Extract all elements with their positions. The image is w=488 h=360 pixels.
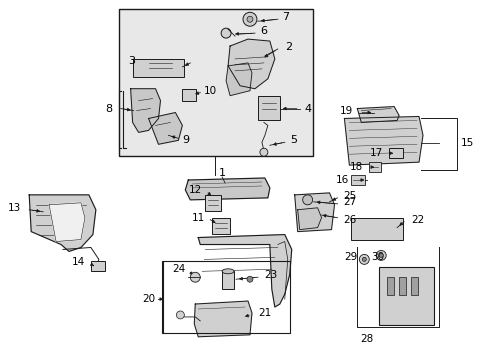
Text: 24: 24	[172, 264, 185, 274]
Text: 28: 28	[360, 334, 373, 344]
Text: 17: 17	[369, 148, 383, 158]
Bar	[119, 9, 312, 156]
Bar	[379, 267, 433, 325]
Bar	[132, 59, 184, 77]
Circle shape	[190, 272, 200, 282]
Polygon shape	[198, 235, 291, 307]
Text: 13: 13	[8, 203, 21, 213]
Text: 21: 21	[257, 308, 271, 318]
Text: 22: 22	[410, 215, 424, 225]
Text: 16: 16	[335, 175, 349, 185]
Circle shape	[359, 255, 368, 264]
Text: 12: 12	[188, 185, 202, 195]
Text: 14: 14	[72, 257, 85, 267]
Polygon shape	[49, 203, 85, 242]
Text: 15: 15	[460, 138, 473, 148]
Text: 3: 3	[128, 56, 135, 66]
Circle shape	[302, 195, 312, 205]
Circle shape	[176, 311, 184, 319]
Ellipse shape	[222, 269, 234, 274]
Bar	[398, 277, 405, 295]
Circle shape	[379, 253, 383, 257]
Circle shape	[260, 148, 267, 156]
Bar	[212, 218, 230, 234]
Text: 26: 26	[343, 215, 356, 225]
Text: 5: 5	[289, 135, 296, 145]
Circle shape	[246, 276, 252, 282]
Circle shape	[246, 16, 252, 22]
Circle shape	[243, 12, 256, 26]
Text: 4: 4	[304, 104, 311, 113]
Text: 9: 9	[182, 135, 189, 145]
Text: 23: 23	[264, 270, 277, 280]
Polygon shape	[130, 89, 160, 132]
Text: 11: 11	[192, 213, 205, 223]
Text: 19: 19	[340, 105, 353, 116]
Bar	[368, 162, 381, 172]
Text: 8: 8	[105, 104, 113, 113]
Bar	[386, 277, 393, 295]
Text: 25: 25	[343, 191, 356, 201]
Text: 27: 27	[343, 197, 356, 207]
Circle shape	[375, 251, 386, 260]
Bar	[351, 218, 402, 239]
Text: 20: 20	[142, 294, 155, 304]
Polygon shape	[185, 178, 269, 200]
Polygon shape	[148, 113, 182, 144]
Polygon shape	[29, 195, 96, 251]
Polygon shape	[227, 39, 274, 89]
Polygon shape	[194, 301, 251, 337]
Bar	[388, 148, 402, 158]
Polygon shape	[344, 117, 422, 165]
Bar	[162, 261, 289, 333]
Text: 29: 29	[344, 252, 357, 262]
Text: 1: 1	[218, 168, 225, 178]
Bar	[91, 261, 104, 271]
Bar	[351, 175, 365, 185]
Bar	[222, 271, 234, 289]
Polygon shape	[225, 63, 251, 96]
Polygon shape	[294, 193, 334, 231]
Circle shape	[362, 257, 366, 261]
Text: 18: 18	[349, 162, 363, 172]
Text: 10: 10	[204, 86, 217, 96]
Bar	[182, 89, 196, 100]
Circle shape	[221, 28, 231, 38]
Text: 30: 30	[370, 252, 384, 262]
Polygon shape	[297, 208, 321, 230]
Polygon shape	[357, 107, 398, 122]
Text: 6: 6	[260, 26, 266, 36]
Bar	[257, 96, 279, 121]
Text: 2: 2	[284, 42, 291, 52]
Bar	[410, 277, 417, 295]
Text: 7: 7	[281, 12, 288, 22]
Bar	[205, 195, 221, 211]
